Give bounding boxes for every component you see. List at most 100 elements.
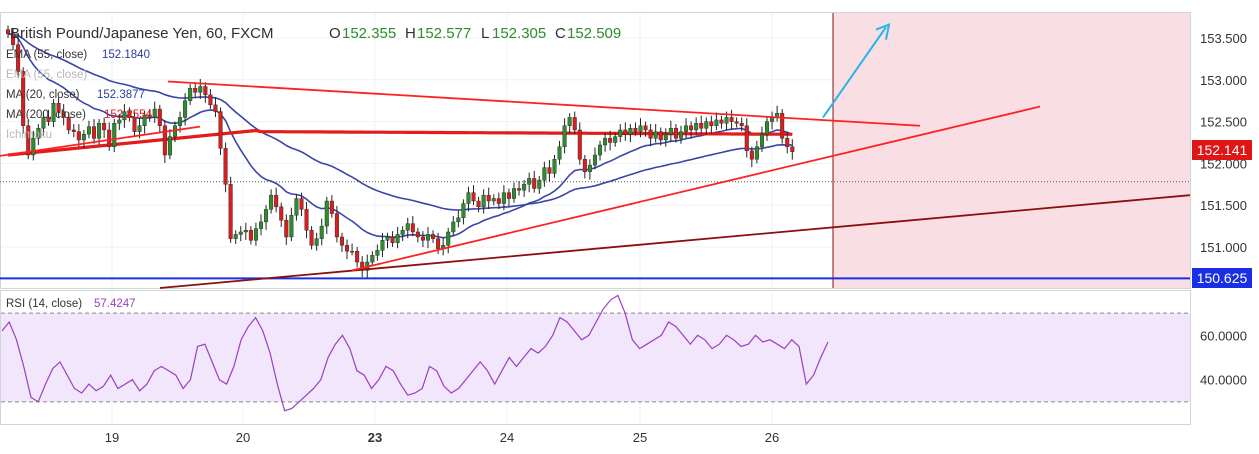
candle-body — [66, 117, 71, 131]
candle-body — [517, 188, 522, 191]
candle-body — [400, 230, 405, 235]
candle-body — [21, 71, 26, 126]
candle-body — [587, 164, 592, 172]
indicator-ema55-label[interactable]: EMA (55, close) — [6, 49, 87, 61]
candle-body — [436, 238, 441, 249]
candle-body — [41, 117, 46, 129]
candle-body — [486, 194, 491, 202]
candle-body — [451, 221, 456, 233]
close-value: 152.509 — [567, 25, 621, 42]
candle-body — [638, 125, 643, 132]
candle-body — [269, 194, 274, 210]
candle-body — [770, 117, 775, 122]
chart-header: British Pound/Japanese Yen, 60, FXCM O 1… — [10, 25, 621, 42]
candle-body — [395, 234, 400, 244]
candle-body — [31, 138, 36, 156]
candle-body — [56, 103, 61, 112]
candle-body — [132, 117, 137, 132]
candle-body — [137, 125, 142, 132]
candle-body — [557, 146, 562, 160]
candle-body — [223, 148, 228, 185]
indicator-ichimoku-label[interactable]: Ichimoku — [6, 129, 52, 141]
candle-body — [678, 131, 683, 139]
close-label: C — [555, 25, 566, 42]
candle-body — [749, 150, 754, 160]
candle-body — [5, 29, 10, 35]
candle-body — [628, 128, 633, 135]
current-price-tag: 152.141 — [1192, 140, 1252, 160]
candle-body — [198, 86, 203, 93]
rsi-label[interactable]: RSI (14, close) — [6, 298, 82, 310]
indicator-ma200-label[interactable]: MA (200, close) — [6, 109, 86, 121]
candle-body — [228, 184, 233, 239]
candle-body — [167, 136, 172, 156]
candle-body — [299, 198, 304, 210]
open-value: 152.355 — [342, 25, 396, 42]
x-tick-label: 23 — [368, 430, 382, 445]
candle-body — [598, 144, 603, 156]
candle-body — [274, 194, 279, 208]
support-price-tag: 150.625 — [1192, 268, 1252, 288]
long-trend-line — [159, 194, 1191, 289]
indicator-ema55-value: 152.1840 — [102, 49, 150, 61]
candle-body — [506, 192, 511, 199]
candle-body — [243, 230, 248, 233]
candle-body — [183, 100, 188, 118]
candle-body — [582, 159, 587, 172]
candle-body — [233, 234, 238, 239]
candle-body — [790, 146, 795, 152]
rsi-indicator — [1, 294, 1190, 412]
candle-body — [218, 111, 223, 149]
candle-body — [532, 178, 537, 189]
candle-body — [142, 114, 147, 126]
candle-body — [253, 228, 258, 241]
candle-body — [314, 238, 319, 246]
candle-body — [780, 113, 785, 139]
rsi-tick-label: 40.0000 — [1200, 373, 1247, 388]
candle-body — [512, 188, 517, 199]
candle-body — [653, 131, 658, 139]
candle-body — [294, 198, 299, 216]
candle-body — [704, 121, 709, 129]
symbol-title: British Pound/Japanese Yen, 60, FXCM — [10, 25, 274, 42]
candle-body — [754, 146, 759, 160]
rsi-value: 57.4247 — [94, 298, 136, 310]
candle-body — [608, 138, 613, 143]
candle-body — [248, 230, 253, 241]
candle-body — [334, 213, 339, 238]
candle-body — [719, 119, 724, 124]
ma20-line — [7, 33, 793, 239]
candle-body — [633, 128, 638, 132]
candle-body — [456, 217, 461, 223]
high-value: 152.577 — [417, 25, 471, 42]
y-tick-label: 151.500 — [1200, 198, 1247, 213]
indicator-ema-hidden-label[interactable]: EMA (55, close) — [6, 69, 87, 81]
candle-body — [623, 129, 628, 135]
indicator-legend: EMA (55, close) 152.1840 EMA (55, close)… — [6, 49, 153, 141]
x-tick-label: 20 — [236, 430, 250, 445]
candle-body — [16, 44, 21, 72]
candle-body — [410, 223, 415, 233]
candle-body — [739, 123, 744, 126]
candle-body — [26, 125, 31, 156]
candle-body — [71, 129, 76, 132]
candle-body — [673, 128, 678, 139]
candle-body — [61, 111, 66, 118]
candle-body — [724, 117, 729, 124]
x-tick-label: 24 — [500, 430, 514, 445]
candle-body — [370, 255, 375, 263]
current-price-value: 152.141 — [1197, 142, 1248, 158]
candle-body — [259, 221, 264, 229]
candle-body — [102, 123, 107, 131]
falling-trend-line — [167, 80, 921, 127]
candle-body — [289, 215, 294, 238]
candle-body — [157, 108, 162, 126]
candle-body — [304, 209, 309, 231]
indicator-ma20-label[interactable]: MA (20, close) — [6, 89, 80, 101]
rsi-tick-label: 60.0000 — [1200, 328, 1247, 343]
candle-body — [542, 167, 547, 181]
low-label: L — [481, 25, 489, 42]
candle-body — [117, 119, 122, 124]
